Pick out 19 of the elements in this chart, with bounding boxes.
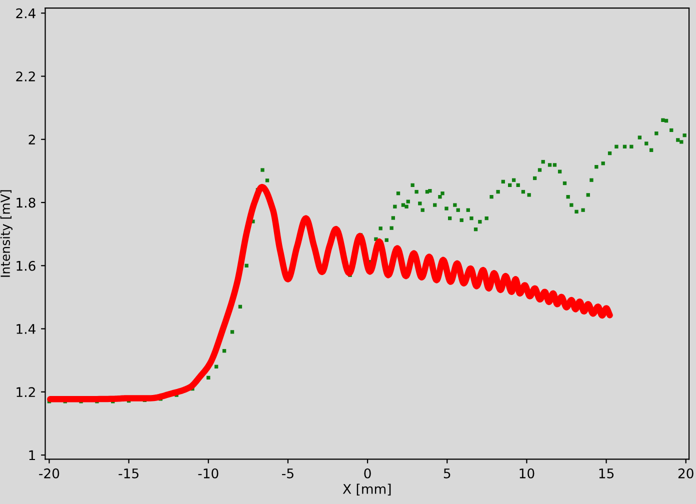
x-tick-label: -15 bbox=[118, 468, 138, 478]
x-tick-label: -10 bbox=[198, 468, 218, 478]
x-tick-label: -5 bbox=[282, 468, 294, 478]
y-tick-label: 2 bbox=[28, 134, 35, 144]
x-axis-title: X [mm] bbox=[342, 484, 391, 496]
y-tick-label: 1 bbox=[29, 450, 35, 460]
y-tick-label: 1.2 bbox=[16, 387, 35, 397]
y-tick-label: 1.8 bbox=[16, 198, 36, 208]
x-tick-label: 0 bbox=[364, 468, 371, 478]
y-tick-label: 1.4 bbox=[16, 324, 36, 334]
y-tick-label: 2.2 bbox=[16, 71, 35, 82]
x-tick-label: 20 bbox=[678, 468, 694, 478]
x-tick-label: 15 bbox=[599, 468, 614, 478]
y-tick-label: 2.4 bbox=[16, 8, 36, 18]
x-tick-label: -20 bbox=[39, 468, 60, 478]
x-tick-label: 5 bbox=[444, 468, 450, 478]
y-tick-label: 1.6 bbox=[16, 260, 36, 271]
y-axis-title: Intensity [mV] bbox=[0, 190, 12, 277]
x-tick-label: 10 bbox=[520, 468, 534, 478]
